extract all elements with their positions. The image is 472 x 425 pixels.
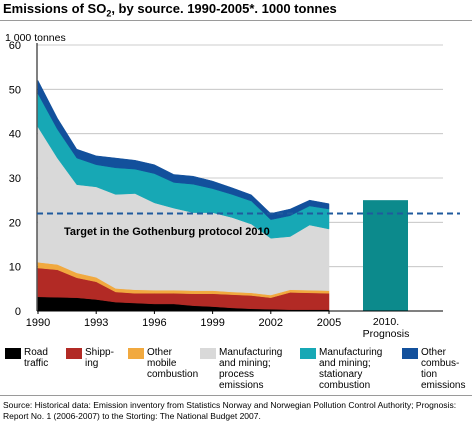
x-tick-label: 1993 — [84, 317, 108, 329]
prognosis-label-text: Prognosis — [363, 328, 410, 340]
x-tick-label: 2002 — [259, 317, 283, 329]
legend-label: Manufacturing and mining; process emissi… — [219, 347, 283, 391]
x-tick-label: 1990 — [26, 317, 50, 329]
prognosis-bar-group: 2010.Prognosis — [363, 200, 410, 340]
target-label: Target in the Gothenburg protocol 2010 — [64, 226, 270, 238]
legend-label: Manufacturing and mining; stationary com… — [319, 347, 383, 391]
y-tick-label: 50 — [9, 84, 21, 96]
legend-swatch — [66, 348, 82, 359]
title-divider — [0, 20, 472, 21]
axes — [36, 43, 443, 312]
x-tick-label: 1999 — [200, 317, 224, 329]
legend-swatch — [128, 348, 144, 359]
legend-swatch — [300, 348, 316, 359]
source-note: Source: Historical data: Emission invent… — [3, 400, 457, 421]
prognosis-label-year: 2010. — [373, 316, 399, 328]
legend-swatch — [402, 348, 418, 359]
legend-label: Road traffic — [24, 347, 49, 369]
stacked-areas — [37, 80, 330, 312]
area-other_combustion — [37, 80, 330, 220]
legend-label: Other combus- tion emissions — [421, 347, 466, 391]
y-axis-label: 1 000 tonnes — [5, 32, 66, 44]
y-tick-label: 0 — [15, 306, 21, 318]
y-tick-label: 20 — [9, 217, 21, 229]
x-tick-label: 2005 — [317, 317, 341, 329]
legend-label: Other mobile combustion — [147, 347, 199, 380]
legend-swatch — [200, 348, 216, 359]
source-divider — [0, 395, 472, 396]
y-tick-label: 40 — [9, 129, 21, 141]
y-tick-labels: 0 10 20 30 40 50 60 — [9, 40, 21, 318]
target-line-group: Target in the Gothenburg protocol 2010 — [37, 212, 460, 238]
x-tick-label: 1996 — [142, 317, 166, 329]
legend-label: Shipp- ing — [85, 347, 114, 369]
y-tick-label: 60 — [9, 40, 21, 52]
prognosis-bar — [363, 200, 408, 311]
legend-swatch — [5, 348, 21, 359]
y-tick-label: 30 — [9, 173, 21, 185]
x-tick-labels: 1990 1993 1996 1999 2002 2005 — [26, 311, 341, 329]
chart-title: Emissions of SO2, by source. 1990-2005*.… — [3, 1, 337, 19]
emissions-chart: 1 000 tonnes 2010.Prognosis 0 10 20 30 40 50 6… — [5, 32, 460, 340]
y-tick-label: 10 — [9, 262, 21, 274]
